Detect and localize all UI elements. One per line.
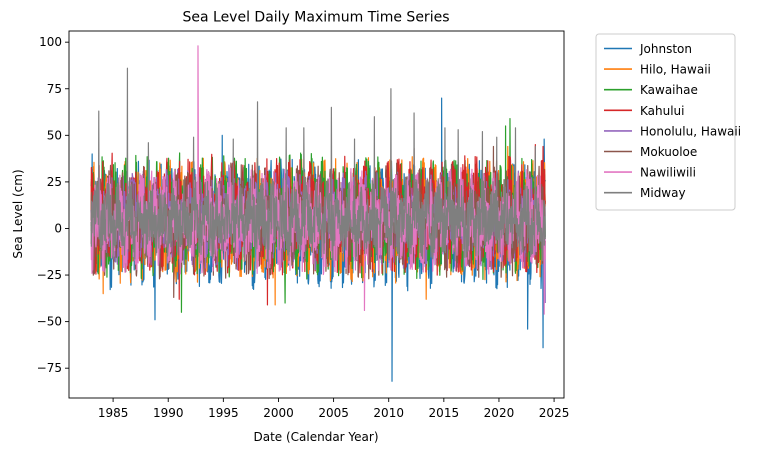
legend-label: Kawaihae	[640, 83, 698, 97]
x-tick-label: 2015	[429, 406, 460, 420]
x-axis-label: Date (Calendar Year)	[253, 430, 378, 444]
legend-label: Mokuoloe	[640, 145, 697, 159]
legend-label: Hilo, Hawaii	[640, 63, 711, 77]
y-axis-label: Sea Level (cm)	[11, 169, 25, 258]
y-axis: −75 −50 −25 0 25 50 75 100	[37, 35, 69, 375]
x-axis: 1985 1990 1995 2000 2005 2010 2015 2020 2025	[98, 398, 570, 420]
plot-frame	[68, 30, 565, 399]
legend-frame	[595, 33, 736, 211]
legend-label: Kahului	[640, 104, 685, 118]
y-tick-label: −50	[37, 315, 62, 329]
x-tick-label: 2025	[539, 406, 570, 420]
y-tick-label: 25	[47, 175, 62, 189]
chart-title: Sea Level Daily Maximum Time Series	[182, 10, 449, 26]
plot-area	[68, 30, 565, 399]
legend-label: Nawiliwili	[640, 166, 696, 180]
y-tick-label: 0	[54, 221, 62, 235]
legend-label: Midway	[640, 186, 686, 200]
x-tick-label: 1985	[98, 406, 129, 420]
y-tick-label: −25	[37, 268, 62, 282]
y-tick-label: 100	[39, 35, 62, 49]
y-tick-label: 50	[47, 128, 62, 142]
legend-label: Honolulu, Hawaii	[640, 124, 741, 138]
legend-label: Johnston	[639, 42, 692, 56]
x-tick-label: 1995	[208, 406, 239, 420]
x-tick-label: 1990	[153, 406, 184, 420]
y-tick-label: 75	[47, 82, 62, 96]
legend: Johnston Hilo, Hawaii Kawaihae Kahului Honol…	[595, 33, 741, 211]
y-tick-label: −75	[37, 361, 62, 375]
x-tick-label: 2005	[318, 406, 349, 420]
series-lines	[90, 45, 546, 382]
x-tick-label: 2020	[484, 406, 515, 420]
x-tick-label: 2000	[263, 406, 294, 420]
series-line-midway	[90, 67, 546, 262]
x-tick-label: 2010	[373, 406, 404, 420]
